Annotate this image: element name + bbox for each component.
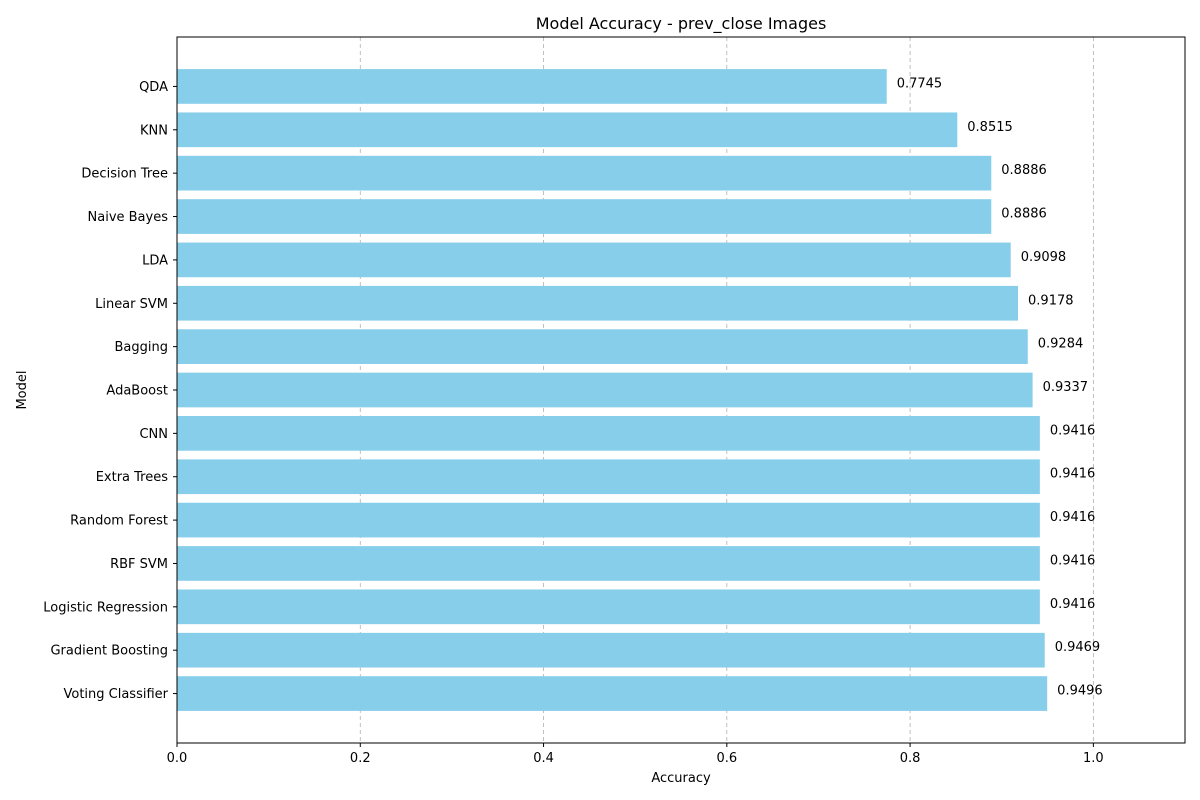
y-tick-label: Bagging [115,340,169,355]
bar [177,69,887,104]
y-tick-label: Linear SVM [95,297,168,312]
y-tick-label: LDA [142,253,168,268]
bar-value-label: 0.9284 [1038,337,1084,352]
x-axis-label: Accuracy [651,771,711,786]
x-tick-label: 0.8 [900,751,921,766]
bar-value-label: 0.9416 [1050,553,1096,568]
label-layer: 0.9496 0.9469 0.9416 0.9416 0.9416 0.9416 0.94… [897,76,1103,698]
x-tick-label: 0.2 [350,751,371,766]
y-tick-label: QDA [139,80,168,95]
y-tick-label: Random Forest [70,514,168,529]
x-tick-label: 1.0 [1083,751,1104,766]
bar-value-label: 0.9178 [1028,293,1074,308]
x-tick-label: 0.6 [716,751,737,766]
y-tick-label: AdaBoost [106,384,168,399]
y-tick-label: Voting Classifier [63,687,168,702]
y-tick-label: Gradient Boosting [50,644,168,659]
y-tick-label: Logistic Regression [43,600,168,615]
y-tick-label: RBF SVM [110,557,168,572]
y-axis-label: Model [15,370,30,409]
bar [177,459,1040,495]
bar [177,285,1019,321]
y-tick-label: Decision Tree [81,167,168,182]
y-axis-ticks: Voting Classifier Gradient Boosting Logist… [43,80,177,702]
bar-value-label: 0.9098 [1021,250,1067,265]
bar [177,372,1033,408]
bar-value-label: 0.9416 [1050,467,1096,482]
x-tick-label: 0.4 [533,751,554,766]
bar [177,632,1045,668]
y-tick-label: CNN [139,427,168,442]
x-axis-ticks: 0.0 0.2 0.4 0.6 0.8 1.0 [167,743,1104,766]
bar-value-label: 0.8886 [1001,207,1047,222]
bar [177,242,1011,278]
bar [177,112,958,148]
bar-layer [177,69,1048,711]
bar [177,502,1040,538]
bar-value-label: 0.7745 [897,76,943,91]
bar [177,589,1040,625]
bar-value-label: 0.9337 [1043,380,1089,395]
bar-value-label: 0.9496 [1057,684,1103,699]
bar-value-label: 0.9416 [1050,597,1096,612]
bar-value-label: 0.9416 [1050,510,1096,525]
bar [177,676,1048,711]
bar [177,546,1040,581]
y-tick-label: Extra Trees [96,470,169,485]
bar-value-label: 0.8886 [1001,163,1047,178]
bar-value-label: 0.9416 [1050,423,1096,438]
y-tick-label: KNN [140,123,168,138]
y-tick-label: Naive Bayes [88,210,169,225]
x-tick-label: 0.0 [167,751,188,766]
bar [177,155,992,191]
bar [177,416,1040,451]
chart-title: Model Accuracy - prev_close Images [536,14,827,34]
bar-value-label: 0.8515 [967,120,1013,135]
bar [177,329,1028,364]
bar [177,199,992,234]
bar-value-label: 0.9469 [1055,640,1101,655]
